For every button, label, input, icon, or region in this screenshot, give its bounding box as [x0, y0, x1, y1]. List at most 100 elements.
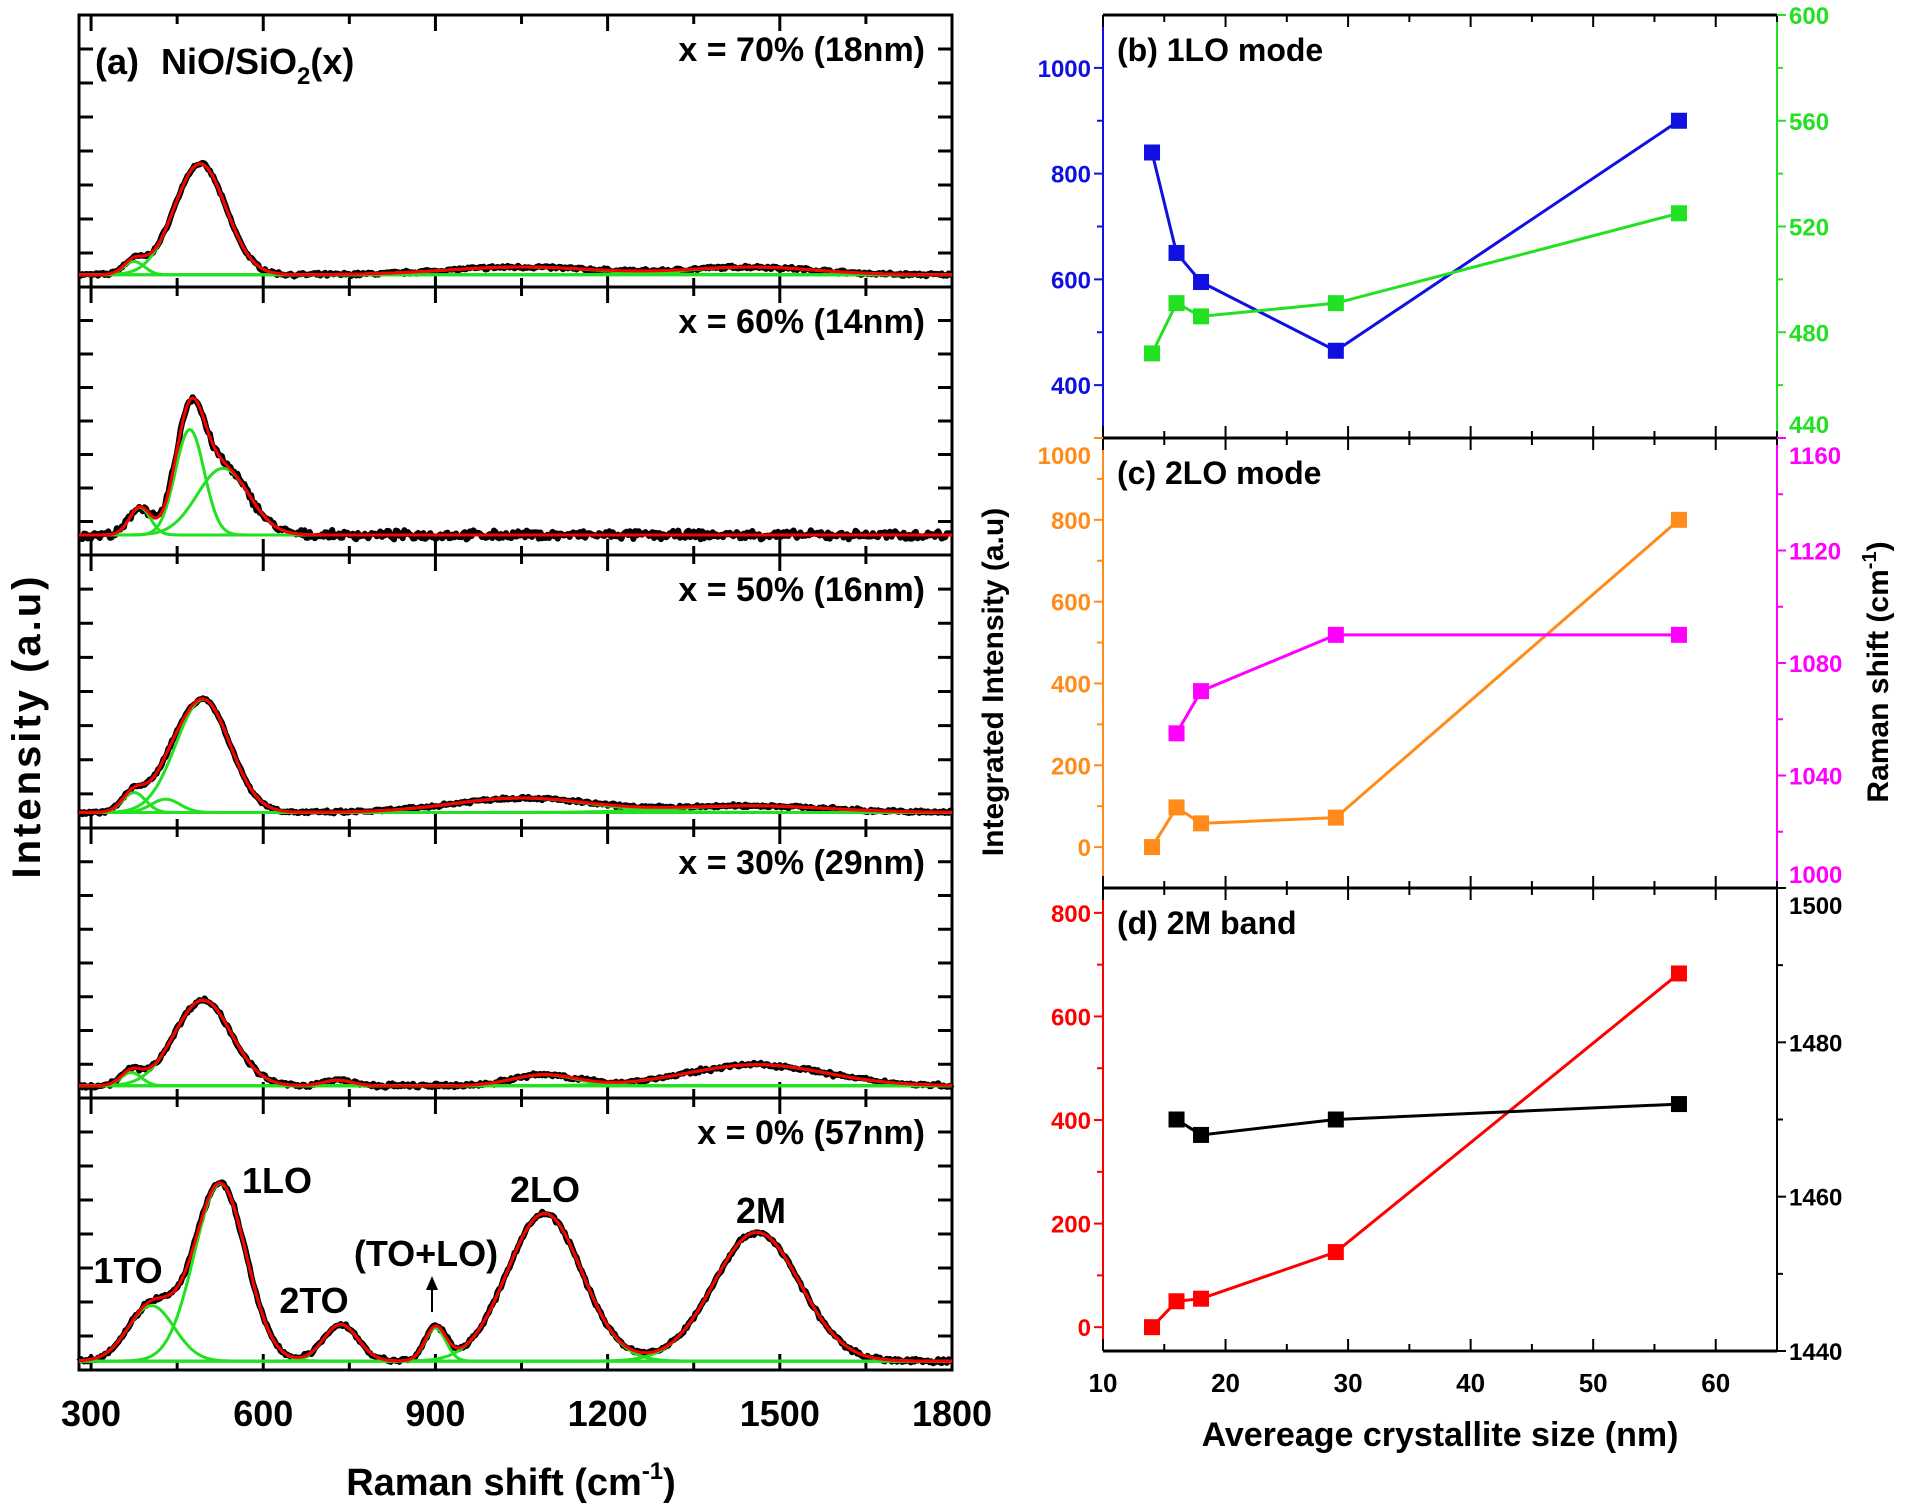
right-y-tick-label: 560	[1789, 109, 1829, 136]
sample-label: x = 60% (14nm)	[678, 303, 925, 341]
sample-label: x = 0% (57nm)	[697, 1114, 925, 1152]
right-y-tick-label: 1480	[1789, 1030, 1842, 1057]
left-series-marker	[1327, 809, 1344, 826]
right-y-tick-label: 1440	[1789, 1339, 1842, 1366]
left-series-line	[1150, 518, 1680, 848]
left-y-tick-label: 1000	[1038, 443, 1091, 470]
fit-component-peak	[79, 697, 952, 814]
left-series-marker	[1670, 511, 1687, 528]
right-y-tick-label: 1040	[1789, 764, 1842, 791]
right-y-tick-label: 1500	[1789, 893, 1842, 920]
right-series-marker	[1327, 295, 1344, 312]
x-tick-label: 1800	[912, 1393, 992, 1434]
right-series-marker	[1193, 683, 1210, 700]
sample-label: x = 50% (16nm)	[678, 571, 925, 609]
x-tick-label: 1500	[740, 1393, 820, 1434]
right-series-marker	[1327, 626, 1344, 643]
right-series-line	[1175, 633, 1679, 735]
panel-d-2m-band: 0 200 400 600 800 1440 1460 1480 1500 (d) 2M band…	[1051, 886, 1842, 1398]
xlabel-main: Raman shift (cm	[346, 1462, 642, 1504]
left-y-tick-label: 800	[1051, 162, 1091, 189]
left-y-tick-label: 400	[1051, 373, 1091, 400]
left-series-line	[1150, 972, 1680, 1329]
fit-component-peak	[79, 466, 952, 537]
measured-spectrum	[77, 159, 954, 280]
left-series-line	[1150, 119, 1680, 353]
fit-component-peak	[79, 162, 952, 277]
measured-spectrum	[77, 995, 955, 1091]
spectrum-panel: x = 0% (57nm) 1TO 1LO 2TO(TO+LO) 2LO 2M	[76, 1096, 954, 1372]
panel-b-1lo-mode: 400 600 800 1000 440 480 520 560 600 (b) 1LO mode	[1038, 3, 1829, 440]
panel-a-sample: NiO/SiO	[161, 41, 297, 82]
spectrum-panel: x = 60% (14nm)	[77, 285, 954, 557]
left-series-marker	[1670, 112, 1687, 129]
xlabel-sup: -1	[642, 1458, 663, 1485]
left-y-tick-label: 0	[1078, 1315, 1091, 1342]
left-series-marker	[1193, 815, 1210, 832]
measured-spectrum	[77, 394, 954, 543]
right-series-marker	[1670, 1096, 1687, 1113]
peak-annotation: 2TO	[279, 1280, 348, 1321]
left-series-marker	[1327, 1244, 1344, 1261]
left-y-tick-label: 600	[1051, 267, 1091, 294]
sample-label: x = 70% (18nm)	[678, 31, 925, 69]
left-series-marker	[1193, 274, 1210, 291]
x-tick-label: 600	[233, 1393, 293, 1434]
subscript: 2	[297, 63, 310, 90]
right-y-tick-label: 1000	[1789, 862, 1842, 889]
right-series-line	[1150, 211, 1680, 355]
panel-title: (c) 2LO mode	[1117, 455, 1321, 491]
peak-annotation: 1TO	[93, 1250, 162, 1291]
panel-a-sample-end: (x)	[310, 41, 354, 82]
right-series-marker	[1327, 1111, 1344, 1128]
panel-a-raman-spectra: x = 70% (18nm) x = 60% (14nm) x = 50% (16n…	[61, 13, 992, 1434]
spectrum-panel: x = 70% (18nm)	[77, 13, 954, 289]
left-y-tick-label: 0	[1078, 835, 1091, 862]
peak-annotation: (TO+LO)	[354, 1233, 498, 1274]
right-series-marker	[1168, 295, 1185, 312]
peak-annotation: 1LO	[242, 1160, 312, 1201]
panel-c-2lo-mode: 0 200 400 600 800 1000 1000 1040 1080 1120 1160 (c)…	[1038, 436, 1842, 890]
x-tick-label: 1200	[568, 1393, 648, 1434]
right-y-tick-label: 480	[1789, 320, 1829, 347]
left-series-marker	[1144, 144, 1161, 161]
x-tick-label: 900	[405, 1393, 465, 1434]
left-y-tick-label: 200	[1051, 753, 1091, 780]
right-series-marker	[1670, 205, 1687, 222]
right-series-marker	[1193, 1126, 1210, 1143]
fit-curve	[79, 396, 952, 537]
left-y-tick-label: 800	[1051, 901, 1091, 928]
left-y-tick-label: 1000	[1038, 56, 1091, 83]
right-series-line	[1175, 1102, 1680, 1137]
left-y-tick-label: 600	[1051, 590, 1091, 617]
right-series-marker	[1193, 308, 1210, 325]
right-series-marker	[1670, 626, 1687, 643]
right-series-marker	[1168, 725, 1185, 742]
left-y-tick-label: 800	[1051, 508, 1091, 535]
fit-component-peak	[79, 1326, 952, 1363]
left-series-marker	[1144, 839, 1161, 856]
left-y-tick-label: 200	[1051, 1212, 1091, 1239]
x-tick-label: 20	[1211, 1368, 1240, 1398]
right-y-tick-label: 520	[1789, 215, 1829, 242]
right-xlabel: Avereage crystallite size (nm)	[1202, 1416, 1679, 1454]
fit-curve	[79, 697, 952, 814]
left-series-marker	[1168, 799, 1185, 816]
left-series-marker	[1144, 1319, 1161, 1336]
left-series-marker	[1670, 965, 1687, 982]
x-tick-label: 10	[1089, 1368, 1118, 1398]
arrow-head-icon	[426, 1276, 438, 1290]
right-series-marker	[1168, 1111, 1185, 1128]
x-tick-label: 40	[1456, 1368, 1485, 1398]
fit-component-peak	[79, 1322, 952, 1363]
panel-a-xlabel: Raman shift (cm-1)	[346, 1458, 676, 1504]
left-y-tick-label: 600	[1051, 1004, 1091, 1031]
fit-component-peak	[79, 1182, 952, 1363]
panel-a-title: (a) NiO/SiO2(x)	[95, 41, 354, 90]
fit-curve	[79, 162, 952, 277]
raman-sup: -1	[1859, 551, 1881, 569]
right-series-marker	[1144, 345, 1161, 362]
fit-curve	[79, 998, 952, 1088]
x-tick-label: 30	[1334, 1368, 1363, 1398]
